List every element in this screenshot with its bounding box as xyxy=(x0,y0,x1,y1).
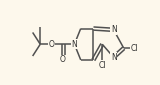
Text: Cl: Cl xyxy=(99,61,106,70)
Text: N: N xyxy=(111,53,116,62)
Text: O: O xyxy=(60,55,66,64)
Text: N: N xyxy=(72,40,77,49)
Text: N: N xyxy=(111,25,116,34)
Text: O: O xyxy=(49,40,55,49)
Text: Cl: Cl xyxy=(130,44,138,53)
